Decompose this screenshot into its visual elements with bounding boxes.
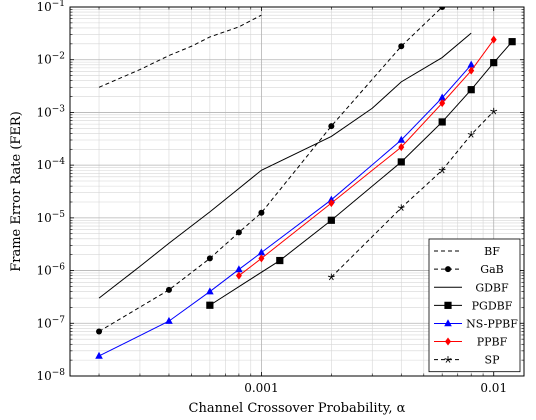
data-point-gab [206, 255, 213, 262]
data-point-ns-ppbf [235, 265, 243, 273]
series-layer [95, 7, 516, 359]
y-tick-label: 10−2 [36, 52, 65, 67]
y-tick-label: 10−7 [36, 315, 65, 330]
data-point-ns-ppbf [327, 195, 336, 203]
series-bf [98, 14, 262, 88]
data-point-gab [96, 328, 103, 335]
data-point-pgdbf [327, 216, 335, 224]
data-point-gab [258, 209, 265, 216]
data-point-gab [328, 123, 335, 130]
y-tick-label: 10−3 [36, 104, 65, 119]
y-axis-label: Frame Error Rate (FER) [9, 111, 24, 272]
data-point-pgdbf [276, 256, 284, 265]
plot-frame [69, 6, 525, 377]
y-tick-label: 10−8 [36, 368, 65, 383]
data-point-pgdbf [397, 158, 405, 166]
legend-label-bf: BF [484, 245, 500, 258]
y-tick-label: 10−1 [36, 0, 65, 14]
data-point-ppbf [439, 99, 446, 108]
series-line-bf [98, 14, 262, 88]
data-point-pgdbf [467, 86, 475, 94]
data-point-ppbf [490, 35, 497, 44]
x-tick-label: 0.01 [480, 381, 507, 395]
x-tick-labels: 0.001 0.01 [244, 381, 507, 395]
series-line-gab [98, 7, 443, 332]
series-gab [96, 7, 446, 335]
legend-label-gdbf: GDBF [475, 281, 509, 294]
data-point-ns-ppbf [95, 351, 103, 359]
series-sp [327, 107, 498, 281]
data-point-ns-ppbf [206, 287, 214, 295]
legend-marker-gab [445, 266, 451, 273]
data-point-ppbf [258, 254, 265, 263]
legend-marker-ns-ppbf [444, 319, 452, 327]
data-point-pgdbf [206, 301, 214, 309]
series-pgdbf [206, 38, 516, 309]
y-tick-labels: 10−8 10−7 10−6 10−5 10−4 10−3 10−2 10−1 [36, 0, 65, 383]
legend-label-ns-ppbf: NS-PPBF [466, 317, 518, 330]
data-point-ns-ppbf [165, 316, 173, 324]
data-point-ns-ppbf [397, 135, 406, 143]
data-point-sp [467, 131, 475, 138]
series-line-pgdbf [209, 41, 513, 306]
x-tick-label: 0.001 [244, 381, 278, 395]
series-line-gdbf [98, 32, 472, 299]
y-tick-label: 10−4 [36, 157, 65, 172]
data-point-pgdbf [438, 118, 446, 126]
legend: BF GaB GDBF PGDBF NS-PPBF PPBF SP [428, 238, 521, 373]
axis-ticks [70, 7, 524, 377]
data-point-sp [397, 204, 405, 211]
data-point-ns-ppbf [467, 60, 476, 68]
data-point-ppbf [398, 143, 405, 152]
data-point-gab [398, 43, 405, 50]
data-point-sp [327, 273, 335, 281]
data-point-pgdbf [490, 59, 498, 67]
y-tick-label: 10−6 [36, 263, 65, 278]
series-gdbf [98, 32, 472, 299]
data-point-ns-ppbf [257, 248, 266, 256]
y-tick-label: 10−5 [36, 210, 65, 225]
data-point-gab [165, 286, 172, 293]
data-point-gab [235, 229, 242, 236]
data-point-sp [490, 107, 498, 115]
x-axis-label: Channel Crossover Probability, α [189, 401, 406, 416]
legend-label-gab: GaB [480, 263, 503, 276]
data-point-pgdbf [508, 38, 516, 46]
data-point-ppbf [235, 271, 242, 280]
legend-label-pgdbf: PGDBF [472, 299, 513, 312]
legend-label-ppbf: PPBF [477, 336, 508, 349]
series-ppbf [235, 35, 497, 280]
data-point-ns-ppbf [438, 93, 446, 101]
data-point-sp [438, 166, 446, 174]
data-point-ppbf [328, 199, 335, 208]
data-point-ppbf [468, 66, 475, 75]
legend-marker-sp [444, 356, 452, 363]
series-line-ns-ppbf [98, 64, 472, 357]
legend-marker-pgdbf [444, 301, 452, 309]
legend-marker-ppbf [445, 337, 451, 346]
legend-label-sp: SP [485, 354, 501, 367]
series-ns-ppbf [95, 60, 476, 359]
